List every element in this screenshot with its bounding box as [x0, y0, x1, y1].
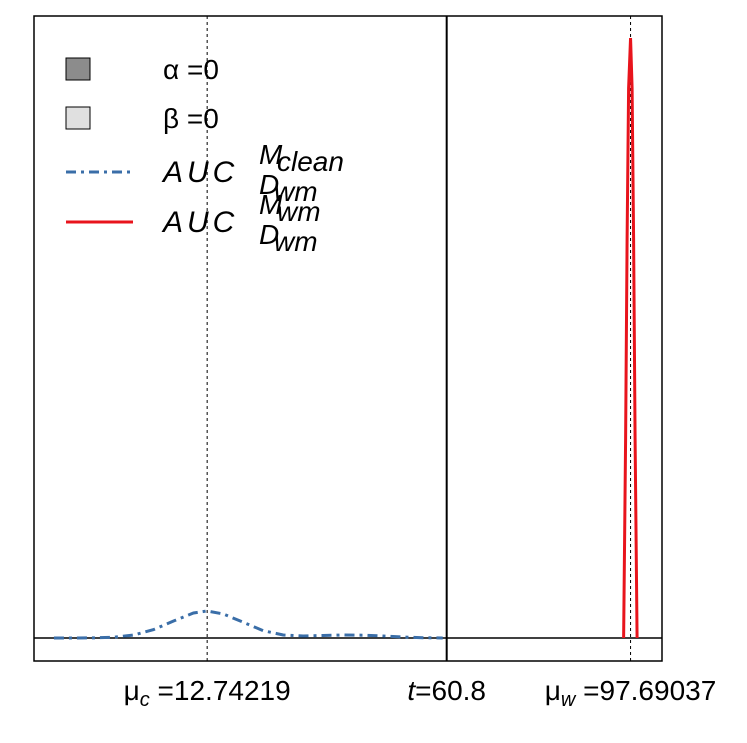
legend-sub: D [259, 169, 279, 200]
marker-value: =12.74219 [150, 675, 291, 706]
density-line [53, 609, 443, 640]
legend-label: AUC [161, 156, 238, 189]
legend-sup: M [259, 189, 283, 220]
legend-sub: D [259, 219, 279, 250]
marker-symbol: t [407, 675, 416, 706]
marker-value: =60.8 [415, 675, 486, 706]
density-line [622, 37, 639, 639]
legend-sup: M [259, 139, 283, 170]
marker-symbol: μ [124, 675, 140, 706]
legend-name: AUC [161, 206, 238, 239]
legend-sup-sub: wm [277, 196, 321, 227]
legend-label: AUC [161, 206, 238, 239]
legend-name: AUC [161, 156, 238, 189]
legend-sup-sub: clean [277, 146, 344, 177]
legend-box [65, 57, 91, 81]
legend-label: β =0 [163, 103, 219, 134]
marker-symbol: μ [545, 675, 561, 706]
marker-label: t=60.8 [407, 675, 486, 706]
marker-label: μw =97.69037 [545, 675, 717, 711]
legend-sub-sub: wm [274, 226, 318, 257]
marker-label: μc =12.74219 [124, 675, 291, 711]
legend-label: α =0 [163, 54, 219, 85]
plot-frame [33, 15, 663, 662]
legend-box [65, 106, 91, 130]
marker-value: =97.69037 [575, 675, 716, 706]
legend-sub-sub: wm [274, 176, 318, 207]
marker-subscript: w [561, 689, 577, 711]
marker-subscript: c [140, 689, 150, 711]
